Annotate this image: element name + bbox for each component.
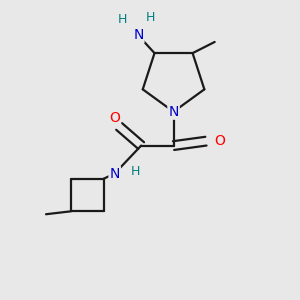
Text: N: N — [133, 28, 143, 43]
Text: N: N — [168, 105, 179, 119]
Text: N: N — [110, 167, 120, 181]
Text: H: H — [131, 165, 141, 178]
Text: O: O — [109, 111, 120, 125]
Text: H: H — [117, 13, 127, 26]
Text: H: H — [146, 11, 155, 24]
Text: O: O — [214, 134, 225, 148]
